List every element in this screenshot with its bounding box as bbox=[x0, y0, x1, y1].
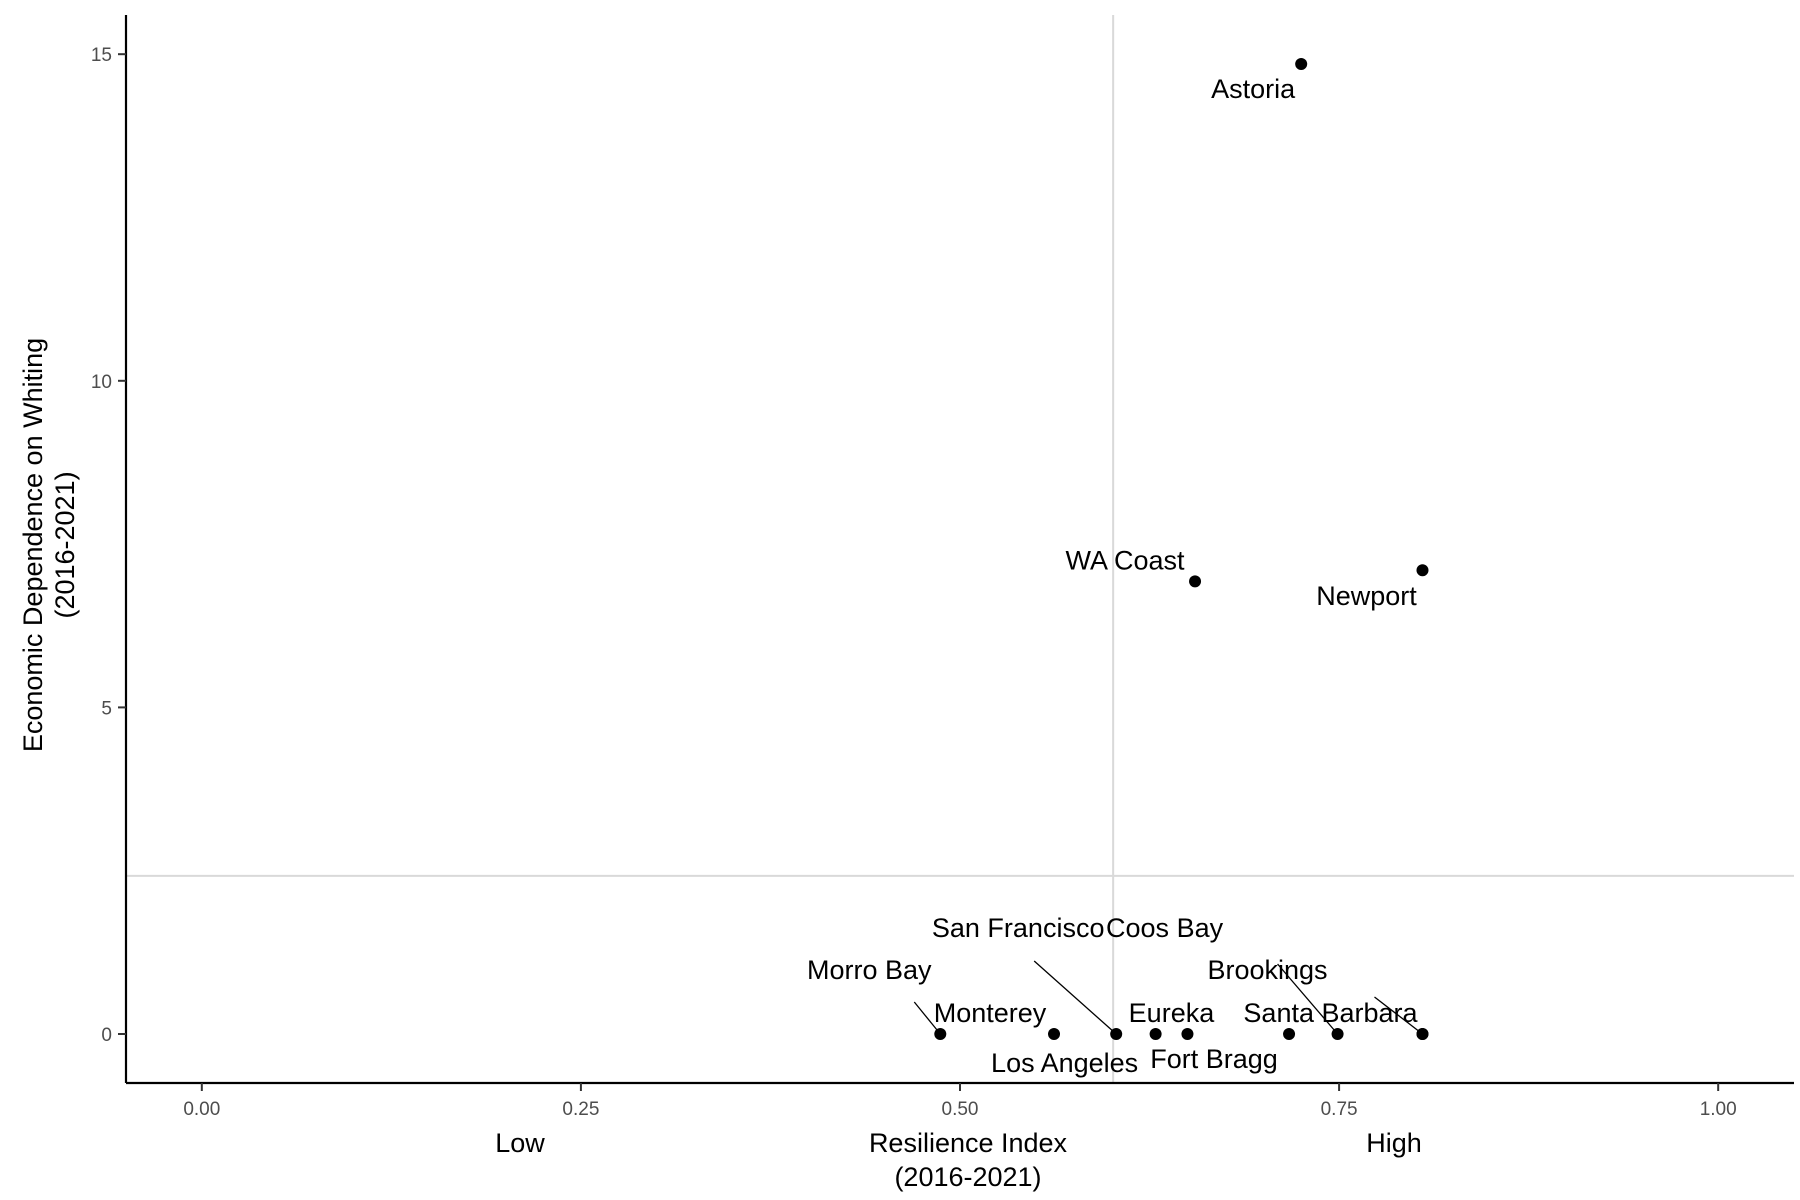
x-tick-label: 0.25 bbox=[562, 1099, 599, 1120]
x-tick-label: 1.00 bbox=[1700, 1099, 1737, 1120]
point-label: Coos Bay bbox=[1106, 913, 1224, 943]
point-label: Santa Barbara bbox=[1243, 998, 1418, 1028]
x-tick-label: 0.00 bbox=[183, 1099, 220, 1120]
label-connector bbox=[913, 1001, 941, 1035]
data-point bbox=[1295, 57, 1308, 70]
label-connectors bbox=[913, 960, 1423, 1035]
axis-title-line: Resilience Index bbox=[869, 1128, 1068, 1158]
y-tick-label: 10 bbox=[91, 372, 112, 393]
data-point bbox=[1416, 1028, 1429, 1041]
point-label: San Francisco bbox=[932, 913, 1105, 943]
data-point bbox=[1416, 564, 1429, 577]
data-point bbox=[1181, 1028, 1194, 1041]
point-label: Newport bbox=[1316, 581, 1417, 611]
y-tick-label: 5 bbox=[101, 698, 112, 719]
x-axis-low-label: Low bbox=[495, 1128, 545, 1158]
data-point bbox=[1110, 1028, 1123, 1041]
data-point bbox=[1189, 575, 1202, 588]
x-tick-label: 0.75 bbox=[1321, 1099, 1358, 1120]
data-point bbox=[1283, 1028, 1296, 1041]
point-label: Brookings bbox=[1207, 955, 1327, 985]
data-point bbox=[1149, 1028, 1162, 1041]
point-label: Fort Bragg bbox=[1150, 1044, 1278, 1074]
data-point bbox=[934, 1028, 947, 1041]
x-axis-ticks: 0.00 0.25 0.50 0.75 1.00 bbox=[183, 1083, 1737, 1120]
point-label: Eureka bbox=[1129, 998, 1216, 1028]
x-axis-high-label: High bbox=[1366, 1128, 1422, 1158]
label-connector bbox=[1277, 963, 1339, 1035]
point-label: Monterey bbox=[934, 998, 1047, 1028]
x-tick-label: 0.50 bbox=[942, 1099, 979, 1120]
axis-title-line: (2016-2021) bbox=[894, 1162, 1041, 1192]
axis-title-line: Economic Dependence on Whiting bbox=[18, 338, 48, 752]
point-label: Morro Bay bbox=[807, 955, 932, 985]
label-connector bbox=[1374, 996, 1423, 1035]
reference-lines bbox=[126, 15, 1794, 1083]
x-axis-title: Resilience Index (2016-2021) bbox=[869, 1128, 1068, 1192]
point-label: Los Angeles bbox=[991, 1048, 1138, 1078]
data-point bbox=[1331, 1028, 1344, 1041]
axis-title-line: (2016-2021) bbox=[50, 471, 80, 618]
label-connector bbox=[1033, 960, 1117, 1035]
y-axis-ticks: 0 5 10 15 bbox=[91, 45, 126, 1046]
data-point bbox=[1048, 1028, 1061, 1041]
y-axis-title: Economic Dependence on Whiting(2016-2021… bbox=[18, 338, 80, 752]
y-tick-label: 0 bbox=[101, 1025, 112, 1046]
data-points bbox=[934, 57, 1429, 1041]
point-label: WA Coast bbox=[1066, 545, 1186, 575]
point-label: Astoria bbox=[1211, 74, 1296, 104]
y-tick-label: 15 bbox=[91, 45, 112, 66]
